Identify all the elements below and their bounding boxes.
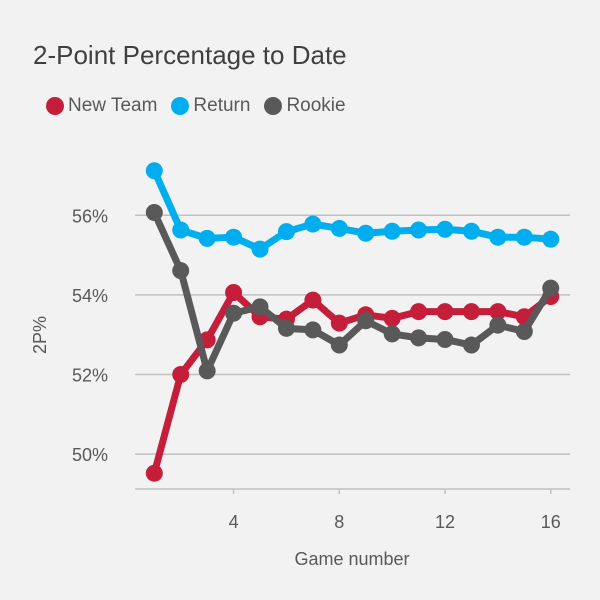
data-point-new-team: [489, 303, 507, 321]
data-point-rookie: [225, 304, 243, 322]
data-point-rookie: [304, 321, 322, 339]
data-point-return: [489, 228, 507, 246]
data-point-new-team: [410, 303, 428, 321]
data-point-return: [225, 228, 243, 246]
data-point-rookie: [436, 330, 454, 348]
legend-item-rookie: Rookie: [264, 95, 346, 117]
y-axis-label: 2P%: [30, 316, 50, 354]
data-point-return: [357, 224, 375, 242]
data-point-return: [198, 229, 216, 247]
y-tick-label: 56%: [72, 206, 108, 226]
data-point-return: [251, 240, 269, 258]
data-point-new-team: [330, 314, 348, 332]
legend-item-return: Return: [171, 95, 250, 117]
data-point-return: [410, 221, 428, 239]
data-point-return: [542, 230, 560, 248]
data-point-rookie: [383, 325, 401, 343]
data-point-new-team: [145, 464, 163, 482]
data-point-rookie: [251, 298, 269, 316]
data-point-new-team: [383, 309, 401, 327]
y-tick-label: 50%: [72, 445, 108, 465]
data-point-rookie: [277, 319, 295, 337]
legend-marker: [171, 97, 190, 115]
data-point-return: [515, 228, 533, 246]
data-point-rookie: [489, 316, 507, 334]
x-axis-label: Game number: [294, 549, 409, 569]
data-point-return: [462, 222, 480, 240]
series-line-new-team: [150, 289, 553, 475]
series-line-rookie: [151, 211, 554, 375]
legend-label: New Team: [68, 95, 158, 116]
data-point-rookie: [515, 323, 533, 341]
legend-label: Rookie: [286, 95, 346, 116]
data-point-rookie: [172, 262, 190, 280]
data-point-return: [277, 223, 295, 241]
legend: New Team Return Rookie: [46, 95, 346, 117]
data-point-return: [436, 220, 454, 238]
data-point-return: [383, 222, 401, 240]
data-point-return: [172, 221, 190, 239]
x-tick-label: 8: [334, 512, 344, 532]
data-point-rookie: [357, 312, 375, 330]
y-tick-label: 54%: [72, 286, 108, 306]
legend-marker: [46, 97, 64, 115]
legend-item-new-team: New Team: [46, 95, 157, 117]
data-point-return: [304, 215, 322, 233]
data-point-return: [330, 219, 348, 237]
x-tick-label: 12: [435, 512, 455, 532]
legend-marker: [264, 97, 283, 115]
chart-title: 2-Point Percentage to Date: [33, 40, 347, 70]
series-line-return: [151, 169, 552, 253]
data-point-new-team: [462, 303, 480, 321]
y-tick-label: 52%: [72, 366, 108, 386]
data-point-rookie: [542, 279, 560, 297]
data-point-rookie: [145, 204, 163, 222]
data-point-rookie: [462, 336, 480, 354]
data-point-rookie: [198, 362, 216, 380]
data-point-return: [145, 162, 163, 180]
x-tick-label: 4: [229, 512, 239, 532]
data-point-new-team: [172, 366, 190, 383]
data-point-new-team: [436, 303, 454, 321]
data-point-rookie: [410, 329, 428, 347]
x-tick-label: 16: [541, 512, 561, 532]
legend-label: Return: [193, 95, 251, 116]
data-point-new-team: [225, 284, 243, 302]
data-point-new-team: [304, 291, 322, 309]
data-point-rookie: [330, 336, 348, 354]
